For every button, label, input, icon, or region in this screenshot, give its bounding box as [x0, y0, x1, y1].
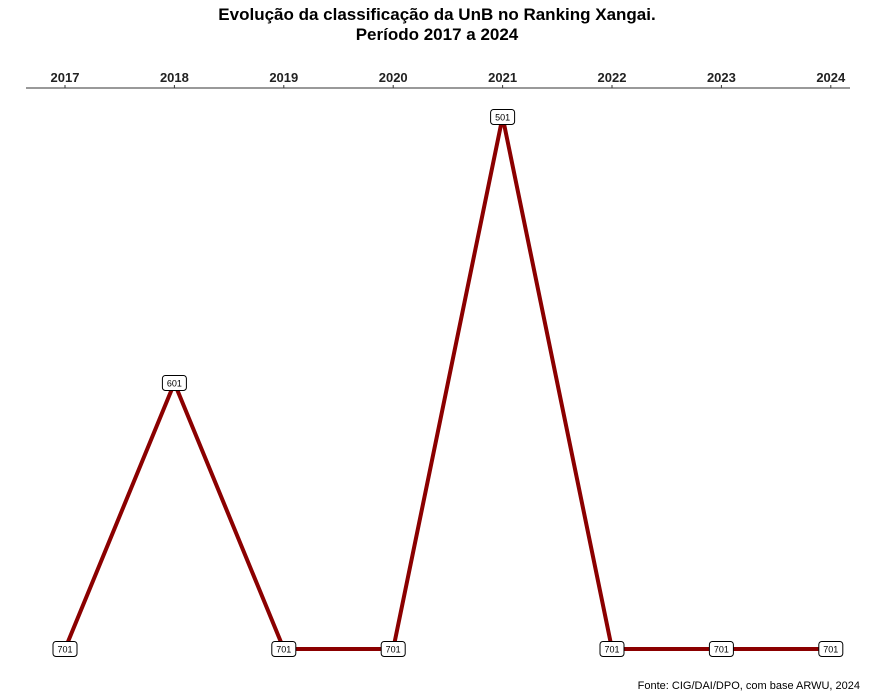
x-tick-label: 2022 — [598, 70, 627, 85]
x-tick-label: 2018 — [160, 70, 189, 85]
series-segment — [63, 381, 177, 651]
data-point-label: 601 — [161, 375, 187, 391]
x-tick-label: 2021 — [488, 70, 517, 85]
data-label-text: 701 — [57, 645, 72, 655]
data-label-box — [161, 375, 187, 391]
series-segment — [500, 115, 614, 651]
x-tick-label: 2017 — [51, 70, 80, 85]
data-label-text: 501 — [495, 113, 510, 123]
data-point-label: 501 — [490, 109, 516, 125]
x-tick-label: 2019 — [269, 70, 298, 85]
data-label-text: 701 — [276, 645, 291, 655]
data-label-text: 701 — [386, 645, 401, 655]
data-label-box — [599, 641, 625, 657]
x-tick-label: 2023 — [707, 70, 736, 85]
data-label-box — [818, 641, 844, 657]
data-label-box — [708, 641, 734, 657]
data-label-box — [52, 641, 78, 657]
series-segment — [172, 381, 286, 651]
data-label-box — [490, 109, 516, 125]
series-segment — [391, 115, 505, 651]
data-point-label: 701 — [271, 641, 297, 657]
data-point-label: 701 — [380, 641, 406, 657]
data-label-text: 601 — [167, 379, 182, 389]
x-tick-label: 2024 — [816, 70, 846, 85]
chart-title: Evolução da classificação da UnB no Rank… — [218, 5, 656, 24]
chart-subtitle: Período 2017 a 2024 — [355, 25, 519, 44]
data-label-box — [380, 641, 406, 657]
x-tick-label: 2020 — [379, 70, 408, 85]
data-point-label: 701 — [599, 641, 625, 657]
data-label-text: 701 — [604, 645, 619, 655]
source-caption: Fonte: CIG/DAI/DPO, com base ARWU, 2024 — [637, 680, 860, 692]
data-label-box — [271, 641, 297, 657]
data-label-text: 701 — [714, 645, 729, 655]
data-point-label: 701 — [818, 641, 844, 657]
data-point-label: 701 — [52, 641, 78, 657]
data-point-label: 701 — [708, 641, 734, 657]
data-label-text: 701 — [823, 645, 838, 655]
